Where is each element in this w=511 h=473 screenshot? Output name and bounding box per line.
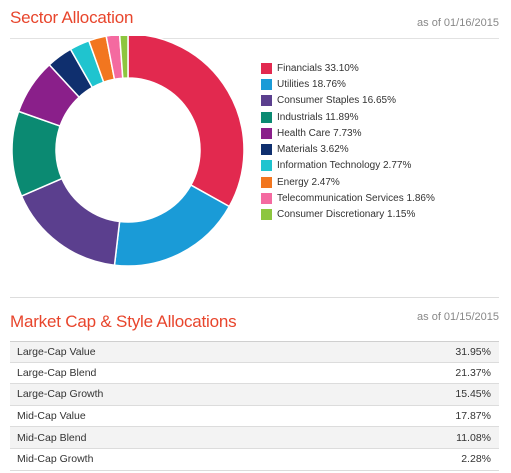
row-label: Large-Cap Growth [17, 388, 104, 401]
donut-slice-consumer-discretionary [118, 36, 129, 79]
donut-slice-consumer-staples [20, 177, 121, 266]
table-row: Large-Cap Value 31.95% [10, 341, 499, 363]
row-label: Mid-Cap Blend [17, 431, 87, 444]
donut-slice-utilities [113, 184, 231, 266]
table-row: Large-Cap Blend 21.37% [10, 362, 499, 385]
legend-item: Health Care 7.73% [261, 125, 435, 141]
sector-legend: Financials 33.10% Utilities 18.76% Consume… [261, 60, 435, 223]
legend-item: Materials 3.62% [261, 141, 435, 157]
legend-item: Industrials 11.89% [261, 109, 435, 125]
legend-label: Consumer Discretionary 1.15% [277, 209, 416, 221]
section-divider [10, 297, 499, 298]
row-label: Mid-Cap Value [17, 410, 86, 423]
legend-swatch [261, 209, 272, 221]
legend-label: Health Care 7.73% [277, 127, 362, 139]
market-cap-title: Market Cap & Style Allocations [10, 312, 237, 331]
table-row: Mid-Cap Growth 2.28% [10, 448, 499, 471]
sector-as-of: as of 01/16/2015 [417, 17, 499, 29]
table-row: Large-Cap Growth 15.45% [10, 384, 499, 406]
row-value: 15.45% [455, 388, 491, 401]
legend-swatch [261, 193, 272, 205]
legend-swatch [261, 144, 272, 156]
legend-item: Energy 2.47% [261, 174, 435, 190]
legend-item: Utilities 18.76% [261, 76, 435, 92]
legend-label: Energy 2.47% [277, 176, 340, 188]
legend-swatch [261, 95, 272, 107]
sector-donut-chart [11, 36, 245, 266]
legend-swatch [261, 111, 272, 123]
row-label: Large-Cap Value [17, 345, 96, 358]
row-value: 21.37% [455, 366, 491, 379]
legend-swatch [261, 160, 272, 172]
legend-label: Information Technology 2.77% [277, 160, 412, 172]
market-cap-table: Large-Cap Value 31.95% Large-Cap Blend 2… [10, 341, 499, 471]
legend-item: Information Technology 2.77% [261, 158, 435, 174]
row-label: Large-Cap Blend [17, 366, 97, 379]
legend-label: Telecommunication Services 1.86% [277, 193, 435, 205]
legend-swatch [261, 78, 272, 90]
legend-item: Consumer Discretionary 1.15% [261, 207, 435, 223]
legend-item: Consumer Staples 16.65% [261, 93, 435, 109]
market-cap-as-of: as of 01/15/2015 [417, 311, 499, 323]
legend-label: Consumer Staples 16.65% [277, 95, 396, 107]
table-row: Mid-Cap Value 17.87% [10, 405, 499, 428]
sector-title: Sector Allocation [10, 8, 134, 27]
row-value: 2.28% [461, 453, 491, 466]
sector-title-rule [10, 38, 499, 39]
legend-item: Telecommunication Services 1.86% [261, 190, 435, 206]
legend-item: Financials 33.10% [261, 60, 435, 76]
row-label: Mid-Cap Growth [17, 453, 94, 466]
row-value: 11.08% [456, 431, 491, 444]
legend-swatch [261, 127, 272, 139]
legend-label: Utilities 18.76% [277, 78, 346, 90]
table-row: Mid-Cap Blend 11.08% [10, 427, 499, 449]
row-value: 31.95% [455, 345, 491, 358]
legend-label: Materials 3.62% [277, 144, 349, 156]
row-value: 17.87% [455, 410, 491, 423]
donut-slice-financials [127, 36, 245, 208]
legend-label: Financials 33.10% [277, 62, 359, 74]
legend-label: Industrials 11.89% [277, 111, 359, 123]
legend-swatch [261, 62, 272, 74]
legend-swatch [261, 176, 272, 188]
